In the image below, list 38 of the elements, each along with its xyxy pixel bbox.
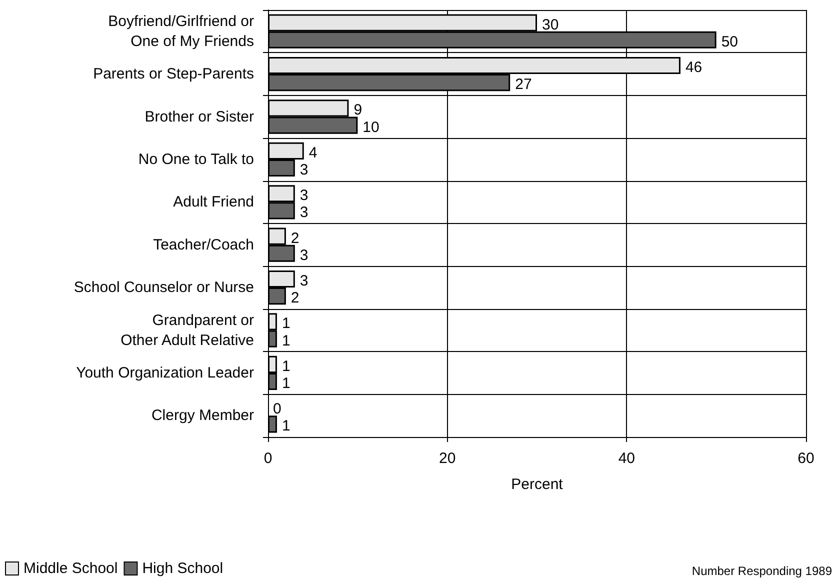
data-label: 1 — [282, 358, 290, 375]
data-label: 1 — [282, 374, 290, 392]
data-label: 27 — [515, 76, 532, 94]
data-label: 1 — [282, 418, 290, 435]
data-label: 9 — [354, 102, 362, 119]
y-tick-label: No One to Talk to — [138, 150, 254, 168]
y-tick-label: Parents or Step-Parents — [93, 66, 254, 83]
y-tick-label: Grandparent or Other Adult Relative — [120, 312, 254, 349]
x-tick-label: 20 — [438, 450, 456, 467]
data-label: 3 — [300, 272, 308, 290]
data-label: 30 — [542, 16, 559, 34]
data-label: 3 — [300, 187, 308, 204]
data-label: 2 — [290, 290, 300, 307]
y-tick-label: Brother or Sister — [144, 108, 254, 126]
data-label: 0 — [273, 400, 282, 418]
data-label: 10 — [362, 118, 380, 136]
y-tick-label: Adult Friend — [173, 194, 254, 211]
data-label: 3 — [300, 161, 308, 178]
data-label: 3 — [300, 204, 308, 222]
data-label: 3 — [300, 246, 308, 264]
y-tick-label: Clergy Member — [151, 407, 254, 424]
x-tick-label: 40 — [618, 450, 636, 467]
x-tick-label: 60 — [798, 450, 814, 467]
data-label: 50 — [721, 33, 738, 50]
x-axis-title: Percent — [511, 476, 564, 493]
legend-label: Middle School — [24, 560, 118, 577]
data-label: 2 — [290, 230, 300, 247]
y-tick-label: Teacher/Coach — [153, 236, 254, 254]
x-tick-label: 0 — [264, 450, 272, 467]
y-tick-label: School Counselor or Nurse — [74, 279, 254, 296]
legend-label: High School — [142, 560, 224, 577]
data-label: 1 — [282, 332, 290, 350]
y-tick-label: Boyfriend/Girlfriend or One of My Friends — [108, 12, 254, 50]
y-tick-label: Youth Organization Leader — [76, 364, 254, 382]
data-label: 46 — [685, 59, 702, 76]
data-label: 4 — [308, 144, 318, 162]
text: Number Responding 1989 — [692, 564, 832, 578]
data-label: 1 — [282, 315, 290, 332]
